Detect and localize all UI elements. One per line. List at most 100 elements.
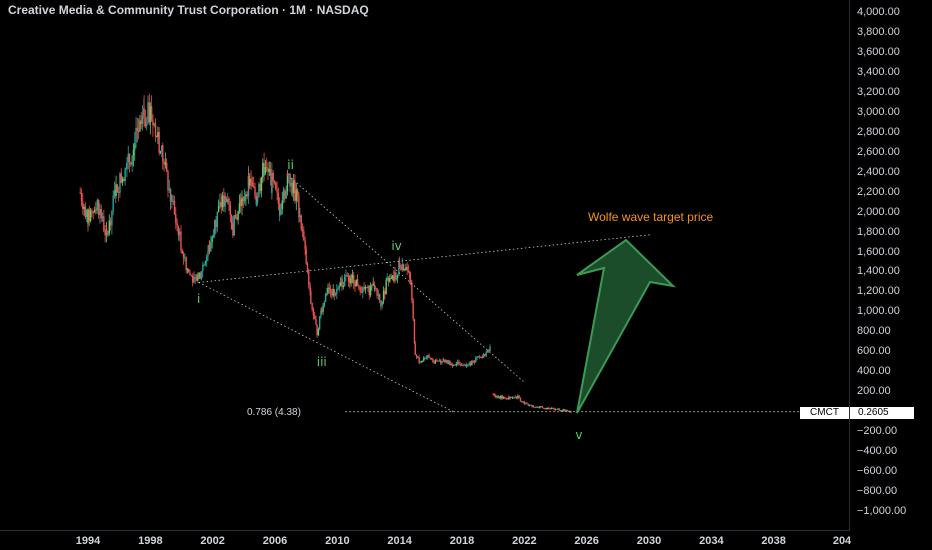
y-tick-label: 3,200.00 bbox=[857, 85, 900, 98]
candle-body bbox=[413, 319, 416, 344]
y-tick-label: 2,600.00 bbox=[857, 145, 900, 158]
y-tick-label: −1,000.00 bbox=[857, 505, 907, 517]
y-tick-label: −400.00 bbox=[857, 445, 898, 458]
candle-body bbox=[140, 120, 142, 124]
candle-body bbox=[128, 153, 131, 163]
candle-body bbox=[185, 257, 187, 268]
y-tick-label: −600.00 bbox=[857, 465, 898, 478]
candle-body bbox=[322, 305, 324, 312]
candle-body bbox=[172, 200, 174, 202]
y-tick-label: −800.00 bbox=[857, 485, 898, 498]
candle-body bbox=[197, 274, 199, 281]
candle-body bbox=[284, 189, 286, 199]
x-tick-label: 2010 bbox=[325, 535, 350, 547]
candle-body bbox=[115, 184, 117, 196]
candle-body bbox=[310, 291, 312, 304]
candle-body bbox=[414, 343, 416, 355]
candle-body bbox=[400, 266, 402, 270]
candle-body bbox=[501, 395, 503, 399]
candle-body bbox=[417, 357, 419, 359]
candle-body bbox=[121, 178, 124, 183]
candle-body bbox=[508, 396, 510, 400]
candle-body bbox=[506, 398, 509, 400]
candle-body bbox=[504, 396, 506, 398]
candle-body bbox=[294, 181, 296, 201]
x-tick-label: 2038 bbox=[761, 535, 786, 547]
candle-body bbox=[532, 405, 535, 408]
plot-area[interactable] bbox=[0, 0, 850, 530]
candle-body bbox=[349, 276, 351, 284]
candle-body bbox=[430, 357, 433, 359]
candle-body bbox=[291, 182, 294, 194]
candle-body bbox=[548, 407, 550, 409]
candle-body bbox=[381, 301, 383, 305]
candle-body bbox=[145, 123, 148, 126]
candle-body bbox=[123, 178, 125, 182]
candle-body bbox=[154, 123, 157, 136]
candle-body bbox=[544, 408, 546, 410]
candle-body bbox=[505, 397, 507, 399]
candle-body bbox=[148, 102, 150, 123]
candle-body bbox=[100, 209, 102, 219]
candle-body bbox=[539, 406, 541, 408]
trendline-2-4 bbox=[290, 177, 525, 383]
fib-level-label: 0.786 (4.38) bbox=[247, 407, 301, 418]
candle-body bbox=[295, 189, 297, 201]
x-tick-label: 2014 bbox=[387, 535, 412, 547]
candle-body bbox=[524, 402, 527, 405]
candle-body bbox=[425, 356, 428, 358]
candle-body bbox=[214, 219, 216, 235]
candle-body bbox=[249, 178, 251, 186]
candle-body bbox=[315, 319, 317, 325]
candle-body bbox=[350, 278, 352, 284]
candle-body bbox=[96, 199, 99, 209]
candle-body bbox=[367, 286, 369, 288]
candle-body bbox=[331, 293, 333, 296]
candle-body bbox=[241, 197, 243, 206]
candle-body bbox=[472, 361, 474, 363]
candle-body bbox=[459, 364, 461, 366]
candle-body bbox=[176, 222, 178, 227]
x-tick-label: 2034 bbox=[699, 535, 724, 547]
candle-body bbox=[171, 195, 173, 202]
candle-body bbox=[267, 168, 269, 172]
candle-body bbox=[164, 162, 167, 165]
candle-body bbox=[132, 149, 135, 156]
candle-body bbox=[134, 142, 136, 145]
candle-body bbox=[519, 397, 522, 402]
candle-body bbox=[227, 198, 229, 203]
candle-body bbox=[559, 410, 562, 412]
candle-body bbox=[433, 362, 435, 364]
candle-body bbox=[243, 196, 246, 202]
candle-body bbox=[384, 290, 386, 295]
candle-body bbox=[484, 353, 486, 356]
candle-body bbox=[498, 396, 501, 398]
candle-body bbox=[93, 209, 96, 213]
candle-body bbox=[167, 171, 169, 191]
y-tick-label: 600.00 bbox=[857, 345, 891, 358]
candle-body bbox=[455, 363, 457, 365]
candle-body bbox=[293, 181, 295, 194]
candle-body bbox=[314, 315, 316, 320]
candle-body bbox=[147, 102, 149, 124]
candle-body bbox=[389, 278, 391, 282]
candle-body bbox=[336, 288, 338, 294]
candle-body bbox=[554, 408, 557, 410]
candle-body bbox=[296, 189, 299, 196]
candle-body bbox=[189, 272, 191, 276]
candle-body bbox=[513, 397, 515, 399]
candle-body bbox=[407, 270, 410, 272]
candle-body bbox=[237, 211, 239, 220]
candle-body bbox=[99, 209, 101, 216]
y-tick-label: 200.00 bbox=[857, 385, 891, 398]
candle-body bbox=[365, 287, 368, 289]
candle-body bbox=[371, 285, 373, 287]
candle-body bbox=[398, 262, 401, 267]
y-tick-label: 3,600.00 bbox=[857, 45, 900, 58]
candle-body bbox=[333, 289, 335, 296]
candle-body bbox=[271, 172, 273, 193]
candle-body bbox=[523, 403, 526, 405]
candle-body bbox=[126, 162, 128, 170]
trendlines-layer bbox=[198, 177, 849, 413]
